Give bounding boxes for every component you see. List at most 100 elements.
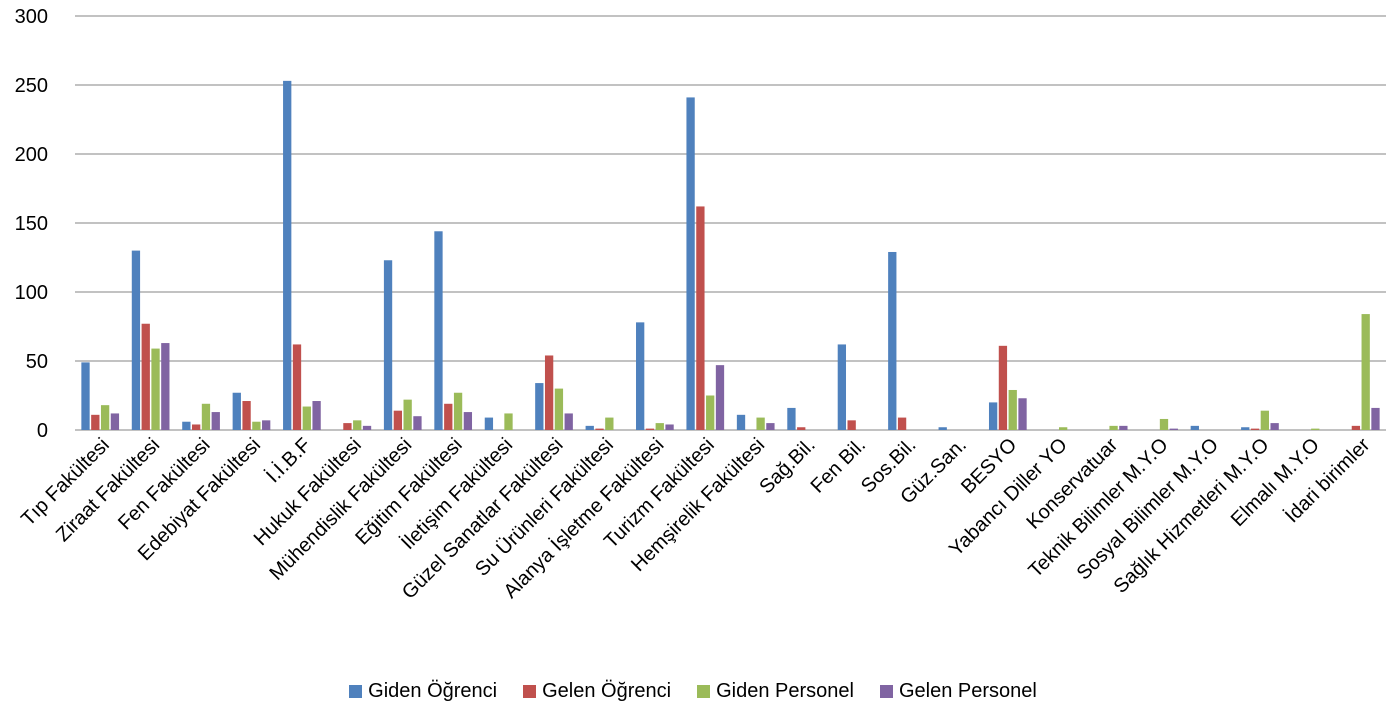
bar [605,417,614,430]
bar [1119,425,1128,430]
legend-item: Gelen Öğrenci [523,680,671,703]
y-tick-label: 300 [15,6,48,28]
bar [353,420,362,430]
y-tick-label: 150 [15,213,48,235]
bar [544,355,554,430]
bar [706,395,715,430]
bar [1250,428,1260,430]
legend-label: Giden Öğrenci [368,680,498,702]
bar [81,362,90,430]
legend-swatch [697,685,711,698]
bar [837,344,847,430]
bar [938,427,947,430]
bar [131,250,141,430]
bar [393,410,402,430]
bar [1109,425,1118,430]
bar [463,412,473,430]
bar [1241,427,1250,430]
bar [1361,314,1370,430]
bar [1371,407,1380,430]
bar [897,417,907,430]
bar [787,407,796,430]
bar [988,402,998,430]
bar [444,403,453,430]
bar [888,251,897,430]
bar [302,406,311,430]
bar [1059,427,1068,430]
bar [1190,425,1199,430]
bar [312,401,321,430]
bar [1169,428,1178,430]
bar [292,344,302,430]
bar [686,97,695,431]
bar [383,260,393,430]
legend-swatch [349,685,363,698]
bar [564,413,573,430]
bar [201,403,211,430]
bar [1008,389,1017,430]
legend-label: Gelen Öğrenci [542,680,672,702]
x-category-label: Fen Bil. [807,434,871,498]
bar [252,421,261,430]
bar [696,206,705,430]
bar [453,392,463,430]
y-tick-label: 50 [26,351,48,373]
y-tick-label: 100 [15,282,48,304]
bar [262,420,271,430]
bar [504,413,513,430]
bar [434,231,443,430]
y-tick-label: 250 [15,75,48,97]
y-tick-label: 200 [15,144,48,166]
bar [797,427,806,430]
bar [283,80,292,431]
bar [211,412,220,430]
bar [535,383,544,430]
bar [100,405,110,430]
bar [766,423,775,430]
x-category-label: Sağ.Bil. [755,434,819,498]
legend-label: Giden Personel [716,680,854,702]
bar [1018,398,1027,430]
bar [1311,428,1320,430]
bar [413,416,422,430]
bar [715,365,725,430]
bar [645,428,655,430]
bar [1159,418,1169,430]
legend-item: Gelen Personel [879,680,1037,703]
bar [585,425,594,430]
legend-swatch [879,685,893,698]
bar [554,388,564,430]
bar [161,343,170,430]
bar [1270,423,1279,430]
legend: Giden Öğrenci Gelen Öğrenci Giden Personel… [0,680,1386,703]
bar [998,345,1008,430]
bar [1260,410,1269,430]
bar [1351,425,1361,430]
bar [343,423,352,430]
bar [192,424,201,430]
bar [91,414,100,430]
bar [636,322,645,430]
bar [595,428,604,430]
bar [403,399,412,430]
bar [151,348,160,430]
bar [736,414,746,430]
bar [756,417,765,430]
legend-swatch [523,685,537,698]
bar [484,417,494,430]
bar [141,323,150,430]
bar [655,423,664,430]
bar [242,401,251,430]
bar [182,421,191,430]
legend-item: Giden Öğrenci [349,680,497,703]
legend-label: Gelen Personel [898,680,1037,702]
legend-item: Giden Personel [697,680,854,703]
bar [232,392,241,430]
bar [110,413,120,430]
bar [362,425,372,430]
bar [665,424,674,430]
y-tick-label: 0 [37,420,48,442]
bar [847,420,856,430]
